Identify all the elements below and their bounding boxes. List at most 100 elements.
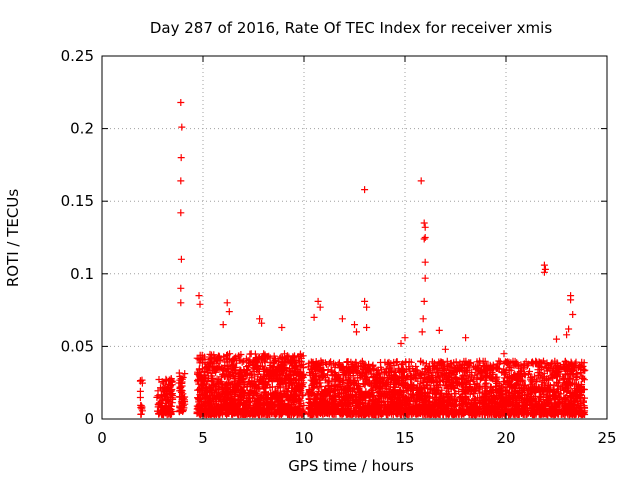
data-point [420, 297, 428, 305]
data-point [194, 368, 202, 376]
data-point [203, 384, 211, 392]
data-point [282, 355, 290, 363]
data-point [540, 261, 548, 269]
y-tick-label: 0.25 [61, 47, 94, 65]
data-point [177, 177, 185, 185]
data-point [271, 401, 279, 409]
data-point [233, 389, 241, 397]
data-point [285, 402, 293, 410]
data-point [245, 394, 253, 402]
data-point [234, 377, 242, 385]
data-point [223, 299, 231, 307]
data-point [198, 351, 206, 359]
data-point [215, 352, 222, 360]
data-point [153, 393, 161, 401]
data-point [289, 362, 297, 369]
y-axis-label: ROTI / TECUs [4, 189, 22, 287]
data-point [299, 364, 307, 372]
data-point [250, 387, 258, 395]
data-point [553, 335, 560, 343]
data-point [419, 315, 427, 323]
data-point [420, 235, 428, 243]
data-point [243, 400, 251, 408]
data-point [256, 393, 264, 401]
data-point [209, 374, 217, 382]
data-point [363, 324, 371, 331]
chart-title: Day 287 of 2016, Rate Of TEC Index for r… [150, 19, 552, 37]
data-point [269, 393, 277, 401]
data-point [177, 154, 185, 162]
data-point [282, 372, 290, 380]
data-point [270, 357, 278, 365]
data-point [278, 324, 286, 331]
data-point [225, 308, 233, 316]
x-axis-label: GPS time / hours [288, 457, 414, 475]
data-point [196, 300, 204, 308]
data-point [276, 354, 284, 362]
data-point [177, 209, 185, 217]
data-point [247, 350, 255, 358]
data-point [154, 403, 162, 411]
data-point [246, 371, 254, 379]
data-point [291, 363, 298, 371]
x-tick-label: 20 [496, 429, 515, 447]
data-point [218, 385, 226, 393]
data-point [288, 380, 296, 388]
data-point [165, 380, 173, 388]
data-point [283, 388, 291, 396]
data-point [252, 404, 260, 412]
data-point [224, 365, 232, 372]
data-point [265, 373, 273, 380]
data-point [254, 398, 262, 406]
data-point [155, 376, 163, 383]
data-point [155, 410, 163, 417]
data-point [168, 377, 176, 385]
data-point [248, 370, 255, 378]
data-point [361, 186, 369, 194]
data-point [215, 405, 223, 413]
data-point [227, 372, 235, 380]
data-point [177, 393, 185, 401]
data-point [223, 352, 231, 360]
data-point [136, 387, 144, 395]
data-point [204, 388, 212, 396]
data-point [421, 234, 429, 241]
x-tick-label: 5 [198, 429, 208, 447]
data-point [178, 379, 186, 387]
x-tick-label: 15 [395, 429, 414, 447]
data-point [207, 355, 215, 363]
data-point [168, 410, 175, 418]
y-tick-label: 0.05 [61, 337, 94, 355]
data-point [161, 409, 169, 417]
data-point [267, 389, 275, 397]
data-point [268, 398, 276, 406]
data-point [289, 353, 297, 361]
data-point [418, 328, 426, 336]
data-point [167, 394, 175, 402]
data-point [233, 359, 241, 367]
data-point [238, 375, 246, 383]
data-point [178, 123, 186, 131]
data-point [167, 377, 175, 384]
data-point [421, 223, 429, 231]
data-point [255, 354, 263, 362]
data-point [351, 321, 358, 329]
data-point [421, 274, 429, 282]
data-point [160, 392, 168, 399]
data-point [235, 355, 243, 363]
data-point [296, 387, 304, 395]
data-point [177, 284, 185, 292]
x-tick-label: 0 [97, 429, 107, 447]
data-point [177, 255, 185, 263]
data-point [239, 386, 247, 394]
data-point [277, 353, 285, 361]
data-point [420, 219, 428, 227]
data-point [216, 363, 224, 371]
y-tick-label: 0.1 [70, 265, 94, 283]
data-point [288, 368, 296, 376]
data-point [179, 408, 187, 415]
data-point [155, 399, 163, 407]
data-point [195, 292, 203, 300]
data-point [228, 410, 236, 418]
